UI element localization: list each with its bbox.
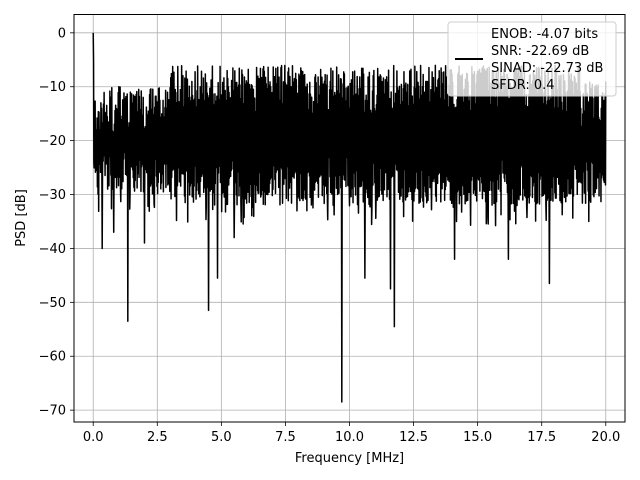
legend-line: SFDR: 0.4	[491, 78, 555, 93]
x-tick-label: 5.0	[211, 430, 232, 445]
x-tick-label: 17.5	[527, 430, 556, 445]
psd-trace	[92, 32, 607, 403]
legend-line: SNR: -22.69 dB	[491, 44, 589, 59]
x-tick-label: 2.5	[147, 430, 168, 445]
legend-label: ENOB: -4.07 bits SNR: -22.69 dB SINAD: -22…	[491, 27, 603, 93]
y-tick-label: −50	[39, 296, 66, 311]
y-axis: 0 −10 −20 −30 −40 −50 −60 −70	[39, 26, 74, 419]
x-tick-label: 0.0	[83, 430, 104, 445]
y-tick-label: −40	[39, 242, 66, 257]
x-axis: 0.0 2.5 5.0 7.5 10.0 12.5 15.0 17.5 20.0	[83, 422, 620, 445]
y-tick-label: −60	[39, 350, 66, 365]
y-tick-label: 0	[58, 26, 66, 41]
x-tick-label: 20.0	[591, 430, 620, 445]
y-axis-label: PSD [dB]	[14, 189, 29, 247]
x-tick-label: 7.5	[275, 430, 296, 445]
y-tick-label: −70	[39, 404, 66, 419]
x-tick-label: 15.0	[463, 430, 492, 445]
y-tick-label: −30	[39, 188, 66, 203]
psd-line	[92, 32, 607, 403]
y-tick-label: −20	[39, 134, 66, 149]
x-tick-label: 10.0	[335, 430, 364, 445]
y-tick-label: −10	[39, 80, 66, 95]
x-axis-label: Frequency [MHz]	[295, 451, 404, 466]
x-tick-label: 12.5	[399, 430, 428, 445]
legend: ENOB: -4.07 bits SNR: -22.69 dB SINAD: -22…	[447, 21, 617, 97]
legend-line: ENOB: -4.07 bits	[491, 27, 598, 42]
legend-box	[447, 21, 617, 97]
legend-line: SINAD: -22.73 dB	[491, 61, 603, 76]
